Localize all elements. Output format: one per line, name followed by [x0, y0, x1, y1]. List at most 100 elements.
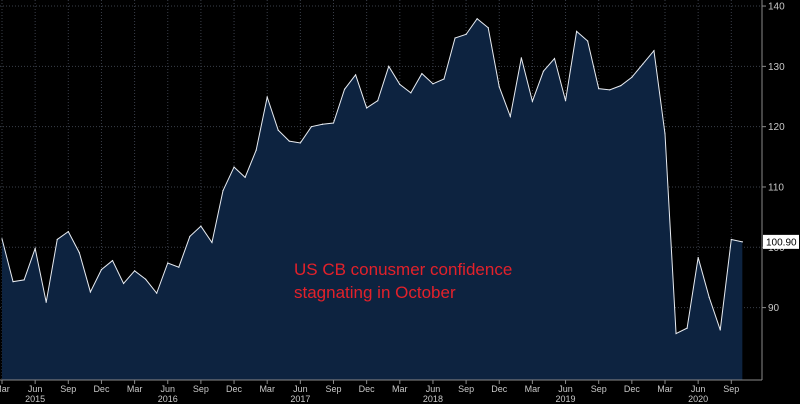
data-point	[708, 296, 710, 298]
data-point	[642, 63, 644, 65]
data-point	[509, 115, 511, 118]
data-point	[211, 241, 213, 244]
x-tick-label: Jun	[558, 384, 573, 394]
data-point	[56, 238, 58, 241]
y-tick-label: 110	[768, 182, 784, 193]
data-point	[23, 279, 25, 281]
series-layer	[1, 17, 743, 380]
data-point	[542, 70, 545, 72]
data-point	[12, 281, 14, 283]
data-point	[432, 83, 434, 85]
data-point	[233, 166, 235, 168]
x-tick-label: Dec	[226, 384, 243, 394]
data-point	[111, 259, 114, 262]
x-tick-label: Dec	[93, 384, 110, 394]
data-point	[332, 122, 335, 124]
data-point	[89, 291, 91, 293]
y-tick-label: 120	[768, 122, 785, 133]
y-tick-label: 140	[768, 2, 785, 13]
data-point	[100, 269, 103, 271]
data-point	[576, 30, 578, 32]
data-point	[531, 100, 534, 102]
data-point	[620, 85, 622, 87]
last-value-box	[763, 234, 799, 249]
data-point	[122, 282, 125, 285]
year-label: 2018	[423, 394, 443, 404]
y-tick-label: 130	[768, 62, 785, 73]
x-tick-label: Mar	[657, 384, 673, 394]
data-point	[200, 225, 202, 227]
data-point	[156, 292, 158, 294]
data-point	[730, 238, 732, 241]
data-point	[653, 50, 655, 52]
data-point	[1, 238, 3, 240]
data-point	[277, 129, 279, 131]
x-tick-label: Dec	[359, 384, 376, 394]
x-tick-label: Sep	[723, 384, 739, 394]
annotation-line-1: US CB conusmer confidence	[294, 260, 513, 279]
data-point	[255, 149, 257, 151]
year-label: 2020	[688, 394, 708, 404]
data-point	[598, 88, 600, 90]
data-point	[719, 329, 721, 331]
data-point	[343, 88, 346, 90]
x-tick-label: Sep	[193, 384, 209, 394]
data-point	[45, 301, 47, 303]
y-tick-label: 90	[768, 303, 780, 314]
series-line	[1, 17, 743, 335]
data-point	[266, 96, 268, 98]
year-label: 2017	[290, 394, 310, 404]
annotation-line-2: stagnating in October	[294, 283, 456, 302]
x-tick-label: Sep	[325, 384, 341, 394]
data-point	[443, 78, 445, 80]
year-label: 2015	[25, 394, 45, 404]
x-tick-label: Mar	[0, 384, 10, 394]
x-tick-label: Jun	[293, 384, 308, 394]
last-value-label: 100.90	[766, 237, 797, 248]
x-tick-label: Mar	[127, 384, 143, 394]
x-tick-label: Sep	[60, 384, 76, 394]
data-point	[587, 40, 589, 42]
data-point	[377, 100, 379, 102]
data-point	[410, 92, 412, 94]
data-point	[355, 74, 357, 76]
data-point	[178, 266, 180, 268]
data-point	[675, 332, 677, 335]
data-point	[664, 133, 666, 135]
data-point	[189, 235, 191, 238]
data-point	[465, 33, 467, 35]
x-tick-label: Mar	[259, 384, 275, 394]
data-point	[399, 83, 401, 86]
data-point	[421, 72, 423, 75]
data-point	[454, 37, 456, 39]
x-tick-label: Mar	[392, 384, 408, 394]
data-point	[487, 27, 489, 29]
x-tick-label: Mar	[525, 384, 541, 394]
data-point	[631, 76, 633, 78]
chart-annotation: US CB conusmer confidence stagnating in …	[294, 258, 512, 304]
x-tick-label: Dec	[491, 384, 508, 394]
data-point	[686, 327, 688, 329]
data-point	[498, 86, 500, 88]
data-point	[244, 176, 246, 178]
data-point	[299, 142, 301, 144]
data-point	[520, 57, 522, 59]
data-point	[67, 231, 69, 233]
data-point	[564, 100, 567, 102]
data-point	[697, 256, 699, 259]
data-point	[145, 278, 147, 280]
data-point	[288, 140, 290, 142]
data-point	[222, 190, 224, 192]
x-tick-label: Sep	[458, 384, 474, 394]
axes	[0, 0, 766, 384]
x-tick-label: Jun	[691, 384, 706, 394]
data-point	[134, 270, 136, 272]
series-area	[2, 18, 743, 380]
data-point	[741, 241, 743, 243]
data-point	[388, 65, 390, 67]
data-point	[167, 262, 169, 264]
data-point	[366, 107, 368, 109]
data-point	[609, 89, 611, 91]
